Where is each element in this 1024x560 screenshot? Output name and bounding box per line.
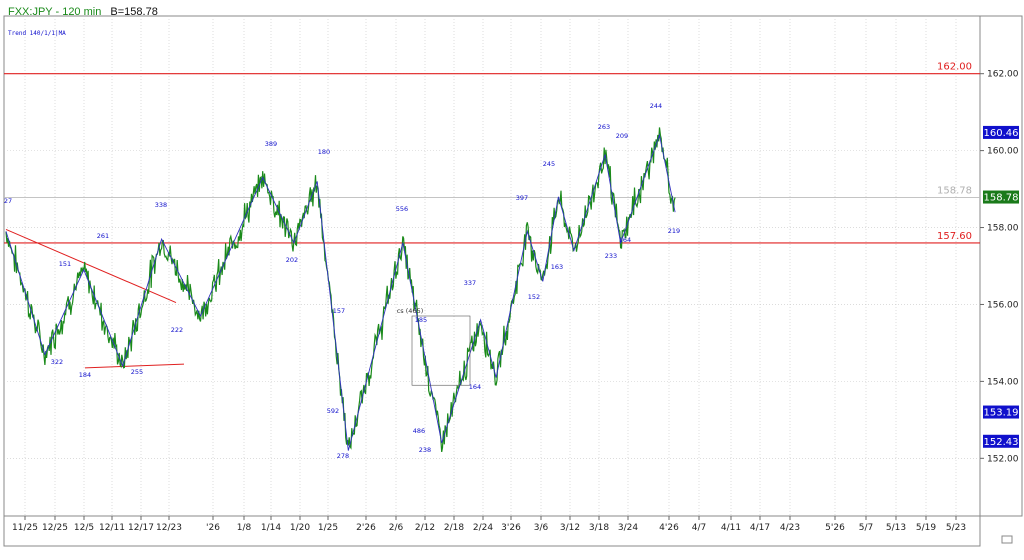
price-axis-frame: [979, 15, 1023, 517]
x-tick-label: 12/5: [74, 523, 94, 533]
level-label-157-60: 157.60: [937, 231, 972, 242]
x-tick-label: 12/23: [156, 523, 182, 533]
swing-label: 338: [155, 201, 167, 209]
high-price-tag-bg: [983, 125, 1019, 139]
swing-label: 278: [337, 452, 349, 460]
x-tick-label: 4/11: [721, 523, 741, 533]
x-tick-label: 2/12: [415, 523, 435, 533]
swing-label: 592: [327, 407, 339, 415]
x-tick-label: 4/17: [750, 523, 770, 533]
x-tick-label: 2/24: [473, 523, 493, 533]
swing-label: 164: [619, 236, 631, 244]
bid-label: B=158.78: [110, 6, 158, 18]
y-tick-label: 156.00: [987, 300, 1019, 310]
x-tick-label: 4/7: [692, 523, 706, 533]
x-tick-label: 5/19: [916, 523, 936, 533]
swing-label: 556: [396, 205, 408, 213]
x-tick-label: 1/14: [261, 523, 281, 533]
x-tick-label: 4'26: [659, 523, 679, 533]
swing-label: 180: [318, 148, 330, 156]
x-tick-label: 1/25: [318, 523, 338, 533]
swing-label: 261: [97, 232, 109, 240]
x-tick-label: 11/25: [12, 523, 38, 533]
y-tick-label: 162.00: [987, 70, 1019, 80]
y-tick-label: 158.00: [987, 224, 1019, 234]
x-tick-label: 5/23: [946, 523, 966, 533]
x-tick-label: 4/23: [780, 523, 800, 533]
time-axis-frame: [3, 515, 981, 547]
x-tick-label: 2/6: [389, 523, 404, 533]
x-tick-label: 3/18: [589, 523, 609, 533]
swing-label: 157: [333, 307, 345, 315]
swing-label: 202: [286, 256, 298, 264]
swing-label: 209: [616, 132, 628, 140]
low-price-tag-1: 153.19: [984, 408, 1019, 419]
x-tick-label: 5'26: [825, 523, 845, 533]
plot-frame: [3, 15, 981, 517]
swing-label: 222: [171, 326, 183, 334]
swing-label: 255: [131, 368, 143, 376]
y-tick-label: 160.00: [987, 147, 1019, 157]
x-tick-label: 3'26: [501, 523, 521, 533]
x-tick-label: 1/20: [290, 523, 310, 533]
swing-label: 185: [415, 316, 427, 324]
last-price-grey-label: 158.78: [937, 186, 972, 197]
swing-label: 263: [598, 123, 610, 131]
y-tick-label: 154.00: [987, 377, 1019, 387]
chart-title: FXX:JPY - 120 min B=158.78: [8, 6, 158, 18]
x-tick-label: 3/12: [560, 523, 580, 533]
swing-label: 389: [265, 140, 277, 148]
x-tick-label: 2'26: [356, 523, 376, 533]
high-price-tag: 160.46: [984, 128, 1019, 139]
swing-label: 244: [650, 102, 662, 110]
indicator-label: Trend 140/1/1|MA: [8, 30, 66, 37]
swing-label: 27: [4, 197, 12, 205]
level-label-162: 162.00: [937, 62, 972, 73]
last-price-tag: 158.78: [984, 193, 1019, 204]
x-tick-label: 12/17: [128, 523, 154, 533]
x-tick-label: 5/7: [859, 523, 873, 533]
x-tick-label: 1/8: [237, 523, 252, 533]
corner-icon: [1001, 535, 1013, 544]
low-price-tag-2: 152.43: [984, 437, 1019, 448]
swing-label: 164: [469, 383, 481, 391]
x-tick-label: 2/18: [444, 523, 464, 533]
x-tick-label: 3/6: [534, 523, 549, 533]
swing-label: 151: [59, 260, 71, 268]
last-price-tag-bg: [983, 190, 1019, 204]
swing-label: 219: [668, 227, 680, 235]
x-tick-label: '26: [206, 523, 220, 533]
swing-label: 486: [413, 427, 425, 435]
x-tick-label: 12/25: [42, 523, 68, 533]
swing-label: 322: [51, 358, 63, 366]
swing-label: 152: [528, 293, 540, 301]
zigzag-trend-line: [5, 133, 676, 451]
swing-label: 238: [419, 446, 431, 454]
trendline-support: [84, 363, 185, 369]
low-price-tag-2-bg: [983, 434, 1019, 448]
symbol-label: FXX:JPY - 120 min: [8, 6, 102, 18]
x-tick-label: 3/24: [618, 523, 638, 533]
low-price-tag-1-bg: [983, 405, 1019, 419]
swing-label: cs (465): [397, 307, 424, 315]
y-tick-label: 152.00: [987, 454, 1019, 464]
swing-label: 245: [543, 160, 555, 168]
price-series-line: [5, 127, 676, 453]
cs-box: [411, 315, 471, 386]
swing-label: 397: [516, 194, 528, 202]
x-tick-label: 5/13: [886, 523, 906, 533]
swing-label: 163: [551, 263, 563, 271]
swing-label: 233: [605, 252, 617, 260]
swing-label: 337: [464, 279, 476, 287]
swing-label: 184: [79, 371, 91, 379]
x-tick-label: 12/11: [99, 523, 125, 533]
